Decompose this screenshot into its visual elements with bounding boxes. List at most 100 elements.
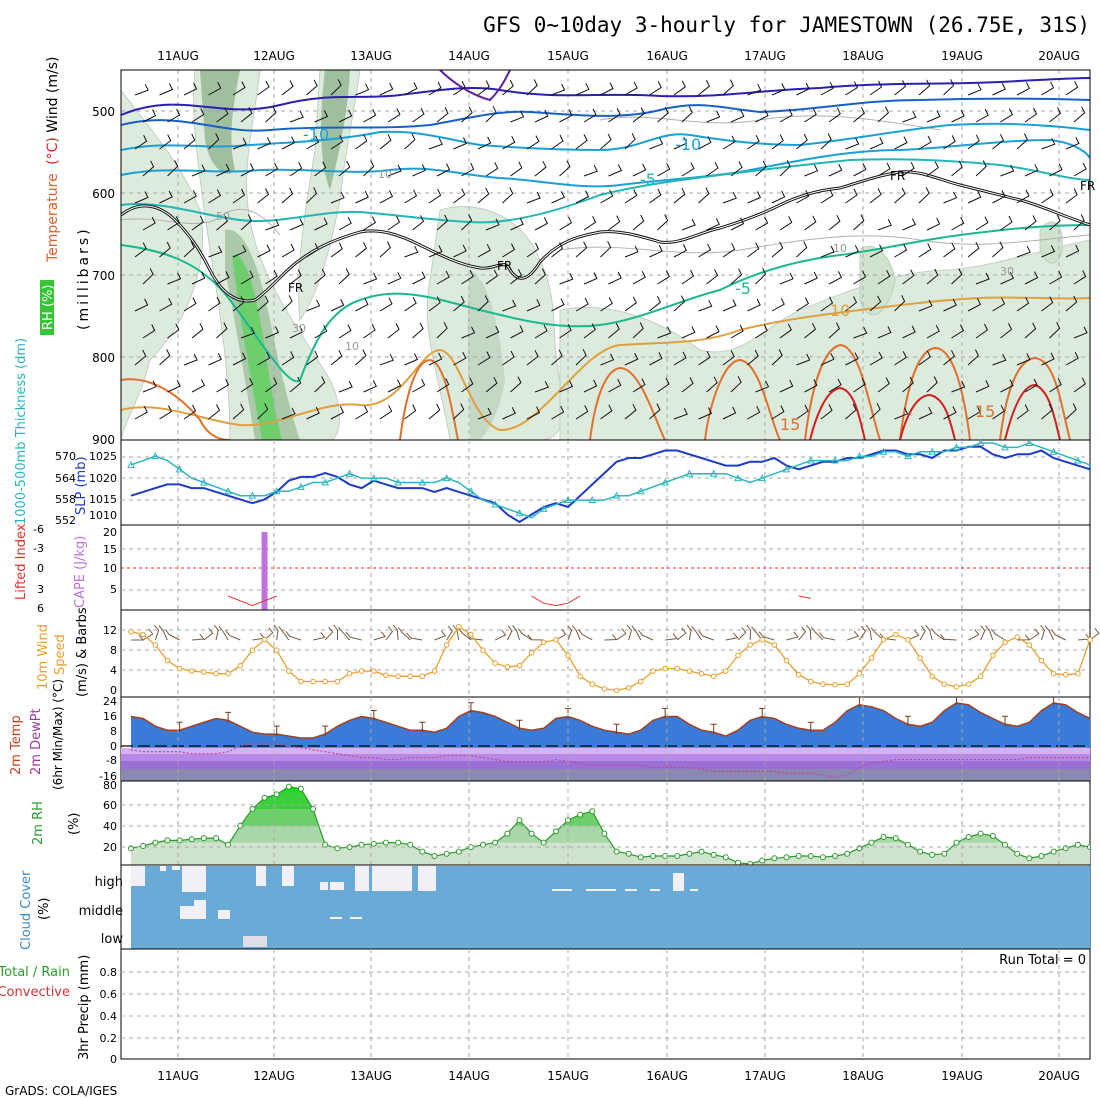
wind-barb xyxy=(551,191,565,204)
wind-barb xyxy=(600,297,613,312)
wind-barb xyxy=(627,624,632,641)
wind-barb xyxy=(1016,82,1031,96)
wind-barb xyxy=(265,269,278,285)
thickness-point xyxy=(321,478,330,486)
upper-legend-label: Temperature (°C) Wind (m/s) xyxy=(45,56,61,263)
precip-axis-label: 3hr Precip (mm) xyxy=(77,955,92,1060)
rh-point xyxy=(759,857,766,864)
wind-barb xyxy=(314,110,329,123)
y-tick-label: 552 xyxy=(55,514,76,527)
wind-barb xyxy=(1000,215,1013,231)
wind-barb xyxy=(559,380,574,393)
wind-barb xyxy=(363,323,376,339)
wind-barb xyxy=(926,268,939,285)
wind-barb xyxy=(551,405,565,420)
wind-barb xyxy=(534,109,549,123)
wind-barb xyxy=(632,270,646,285)
wind-barb xyxy=(779,108,793,123)
thickness-point xyxy=(1049,447,1058,455)
wind-barb xyxy=(632,107,645,123)
temp-maxmin-marker xyxy=(1053,697,1055,705)
contour-label: 10 xyxy=(830,301,850,320)
wind-barb xyxy=(485,162,499,177)
wind-barb xyxy=(436,322,448,339)
wind-barb xyxy=(1041,81,1055,96)
wind-barb xyxy=(722,135,736,150)
wind-barb xyxy=(902,325,916,339)
wind-barb xyxy=(453,295,465,312)
wind-barb xyxy=(502,79,514,96)
wind-barb xyxy=(306,187,318,204)
wind-barb xyxy=(624,403,637,420)
temp-maxmin-marker xyxy=(1002,715,1008,727)
temp-line xyxy=(130,702,1090,739)
wind-barb xyxy=(820,245,835,258)
wind-barb xyxy=(461,326,476,339)
wind-barb xyxy=(796,404,809,420)
rh-point xyxy=(1038,853,1045,859)
temperature-contours xyxy=(121,70,1090,440)
rh-legend-label: RH (%) xyxy=(41,285,56,330)
wind-barb xyxy=(600,241,612,258)
wind-barb xyxy=(902,218,917,231)
wind-barb xyxy=(363,272,378,285)
wind-barb xyxy=(510,376,522,393)
wind-speed-point xyxy=(686,668,693,674)
wind-barb xyxy=(943,191,958,204)
wind-barb xyxy=(925,624,933,641)
wind-barb xyxy=(330,135,344,150)
wind-barb xyxy=(167,379,181,393)
wind-barb xyxy=(404,133,416,150)
wind-speed-point xyxy=(783,657,790,664)
wind-barb xyxy=(216,322,228,339)
wind-speed-point xyxy=(844,681,851,688)
wind-barb xyxy=(412,378,426,393)
wind-barb xyxy=(142,160,155,177)
wind-barb xyxy=(159,241,171,258)
wind-barb xyxy=(877,106,890,123)
y-tick-label: 20 xyxy=(103,841,117,854)
wind-speed-point xyxy=(965,681,972,688)
y-tick-label: 500 xyxy=(92,105,115,119)
wind-barb xyxy=(943,79,955,96)
wind-barb xyxy=(918,350,931,366)
wind-barb xyxy=(257,295,269,312)
wind-barb xyxy=(755,160,767,177)
wind-speed-point xyxy=(468,631,474,638)
wind-barb xyxy=(477,136,492,150)
wind-speed-label: Speed xyxy=(53,634,68,675)
wind-barb xyxy=(600,82,614,96)
wind-barb xyxy=(257,403,269,420)
wind-barb xyxy=(751,626,763,641)
wind-barb xyxy=(894,136,908,150)
wind-barb xyxy=(232,188,246,204)
wind-barb xyxy=(918,299,933,312)
wind-barb xyxy=(771,190,786,204)
wind-speed-point xyxy=(273,647,280,654)
contour-labels: -10 -10 -5 -5 10 15 15 FR FR FR FR 10 10… xyxy=(216,125,1095,434)
upper-axis-labels: Temperature (°C) Wind (m/s) RH (%) (mill… xyxy=(40,56,92,335)
wind-barb xyxy=(755,324,768,339)
wind-barb xyxy=(281,80,294,96)
wind-barb xyxy=(747,349,759,366)
rh-point xyxy=(200,835,207,842)
wind-barb xyxy=(436,378,450,393)
cloud-unit-label: (%) xyxy=(37,898,52,921)
wind-barb xyxy=(1065,403,1077,420)
wind-speed-point xyxy=(395,673,401,680)
y-tick-label: 4 xyxy=(110,664,117,677)
wind-barb xyxy=(804,164,819,177)
temp-maxmin-marker xyxy=(759,708,766,719)
thickness-point xyxy=(151,452,160,460)
temp-maxmin-marker xyxy=(807,721,814,733)
wind-barb xyxy=(706,110,721,123)
wind-barb xyxy=(436,163,451,177)
rh-point xyxy=(382,839,389,846)
wind-barb xyxy=(1041,188,1054,204)
wind-barb xyxy=(1065,137,1080,150)
cape-bar xyxy=(261,532,268,610)
wind-barb xyxy=(306,135,320,150)
wind-speed-point xyxy=(638,678,644,685)
wind-barb xyxy=(527,634,544,641)
